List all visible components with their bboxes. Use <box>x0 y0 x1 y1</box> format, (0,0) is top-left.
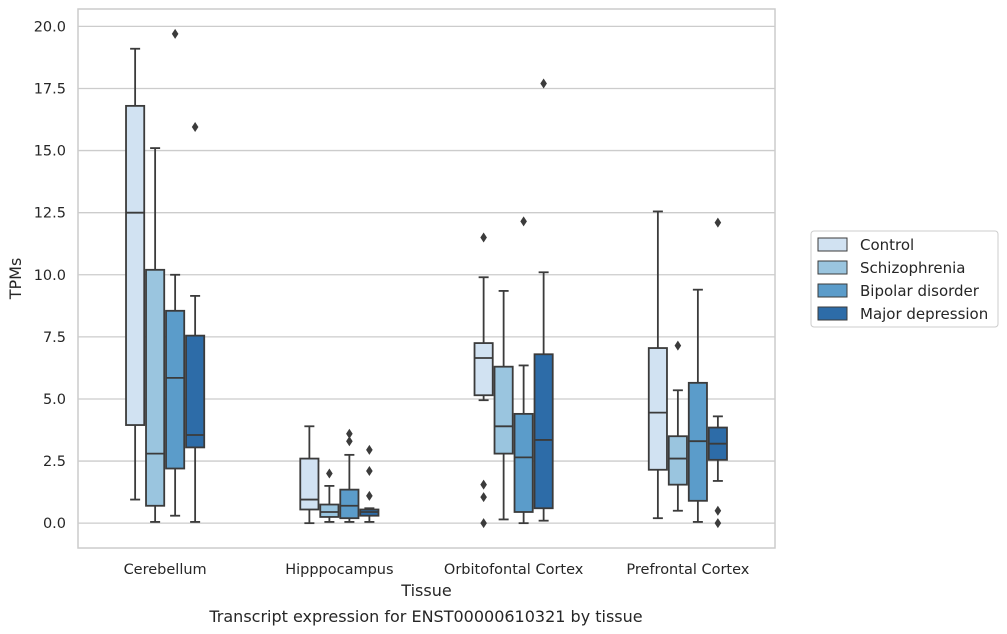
y-tick-label: 5.0 <box>43 392 66 408</box>
x-tick-label: Cerebellum <box>124 562 207 578</box>
box-iqr <box>125 104 146 426</box>
legend: Control Schizophrenia Bipolar disorder Majo… <box>810 230 999 328</box>
box-2-2 <box>513 216 534 525</box>
legend-frame <box>810 230 999 328</box>
legend-swatch <box>817 306 848 321</box>
outlier-marker <box>346 428 353 439</box>
box-iqr <box>299 457 320 511</box>
outlier-marker <box>480 479 487 490</box>
outlier-marker <box>480 232 487 243</box>
plot-frame <box>77 8 776 549</box>
outlier-marker <box>346 436 353 447</box>
box-plot-series <box>125 28 728 529</box>
chart-caption: Transcript expression for ENST0000061032… <box>208 607 642 626</box>
y-tick-label: 10.0 <box>34 268 66 284</box>
outlier-marker <box>366 444 373 455</box>
legend-label: Control <box>860 236 914 254</box>
y-tick-label: 0.0 <box>43 516 66 532</box>
outlier-marker <box>714 505 722 516</box>
box-3-1 <box>667 340 688 512</box>
box-iqr <box>185 334 206 449</box>
legend-item: Major depression <box>817 305 988 323</box>
box-2-1 <box>493 290 514 521</box>
legend-swatch <box>817 237 848 252</box>
y-tick-label: 17.5 <box>34 81 66 97</box>
outlier-marker <box>171 28 179 39</box>
outlier-marker <box>480 492 487 503</box>
legend-item: Schizophrenia <box>817 259 965 277</box>
box-2-3 <box>533 78 554 522</box>
outlier-marker <box>366 466 373 476</box>
box-iqr <box>667 435 688 486</box>
y-tick-label: 15.0 <box>34 144 66 160</box>
box-1-3 <box>359 444 380 523</box>
y-axis-label: TPMs <box>6 258 25 301</box>
outlier-marker <box>540 78 547 89</box>
box-0-1 <box>145 147 166 523</box>
x-axis-ticks: Cerebellum Hipppocampus Orbitofontal Corte… <box>124 562 750 578</box>
box-3-2 <box>687 288 708 523</box>
box-iqr <box>513 412 534 513</box>
outlier-marker <box>191 121 199 132</box>
x-tick-label: Orbitofontal Cortex <box>444 562 584 578</box>
outlier-marker <box>674 340 682 351</box>
box-0-3 <box>185 121 206 523</box>
x-tick-label: Hipppocampus <box>285 562 393 578</box>
box-3-0 <box>647 210 668 520</box>
box-1-1 <box>319 468 340 523</box>
outlier-marker <box>326 468 333 479</box>
outlier-marker <box>714 217 722 228</box>
y-tick-label: 2.5 <box>43 454 66 470</box>
box-1-0 <box>299 425 320 525</box>
outlier-marker <box>366 490 373 501</box>
box-iqr <box>145 268 166 507</box>
box-iqr <box>339 488 360 520</box>
outlier-marker <box>520 216 527 227</box>
legend-label: Bipolar disorder <box>860 282 980 300</box>
x-axis-label: Tissue <box>400 581 451 600</box>
box-iqr <box>533 353 554 510</box>
box-3-3 <box>707 217 728 529</box>
legend-label: Major depression <box>860 305 988 323</box>
box-0-0 <box>125 47 146 501</box>
box-0-2 <box>165 28 186 517</box>
outlier-marker <box>714 518 722 529</box>
box-iqr <box>319 503 340 518</box>
x-tick-label: Prefrontal Cortex <box>626 562 749 578</box>
box-iqr <box>165 309 186 470</box>
box-1-2 <box>339 428 360 523</box>
box-iqr <box>473 342 494 397</box>
outlier-marker <box>480 518 487 529</box>
legend-label: Schizophrenia <box>860 259 965 277</box>
box-2-0 <box>473 232 494 529</box>
legend-item: Bipolar disorder <box>817 282 980 300</box>
y-tick-label: 12.5 <box>34 206 66 222</box>
y-tick-label: 7.5 <box>43 330 66 346</box>
box-iqr <box>493 365 514 455</box>
box-iqr <box>647 347 668 471</box>
y-axis-ticks: 0.0 2.5 5.0 7.5 10.0 12.5 15.0 17.5 20.0 <box>34 19 66 532</box>
legend-swatch <box>817 260 848 275</box>
legend-item: Control <box>817 236 914 254</box>
y-tick-label: 20.0 <box>34 19 66 35</box>
legend-swatch <box>817 283 848 298</box>
